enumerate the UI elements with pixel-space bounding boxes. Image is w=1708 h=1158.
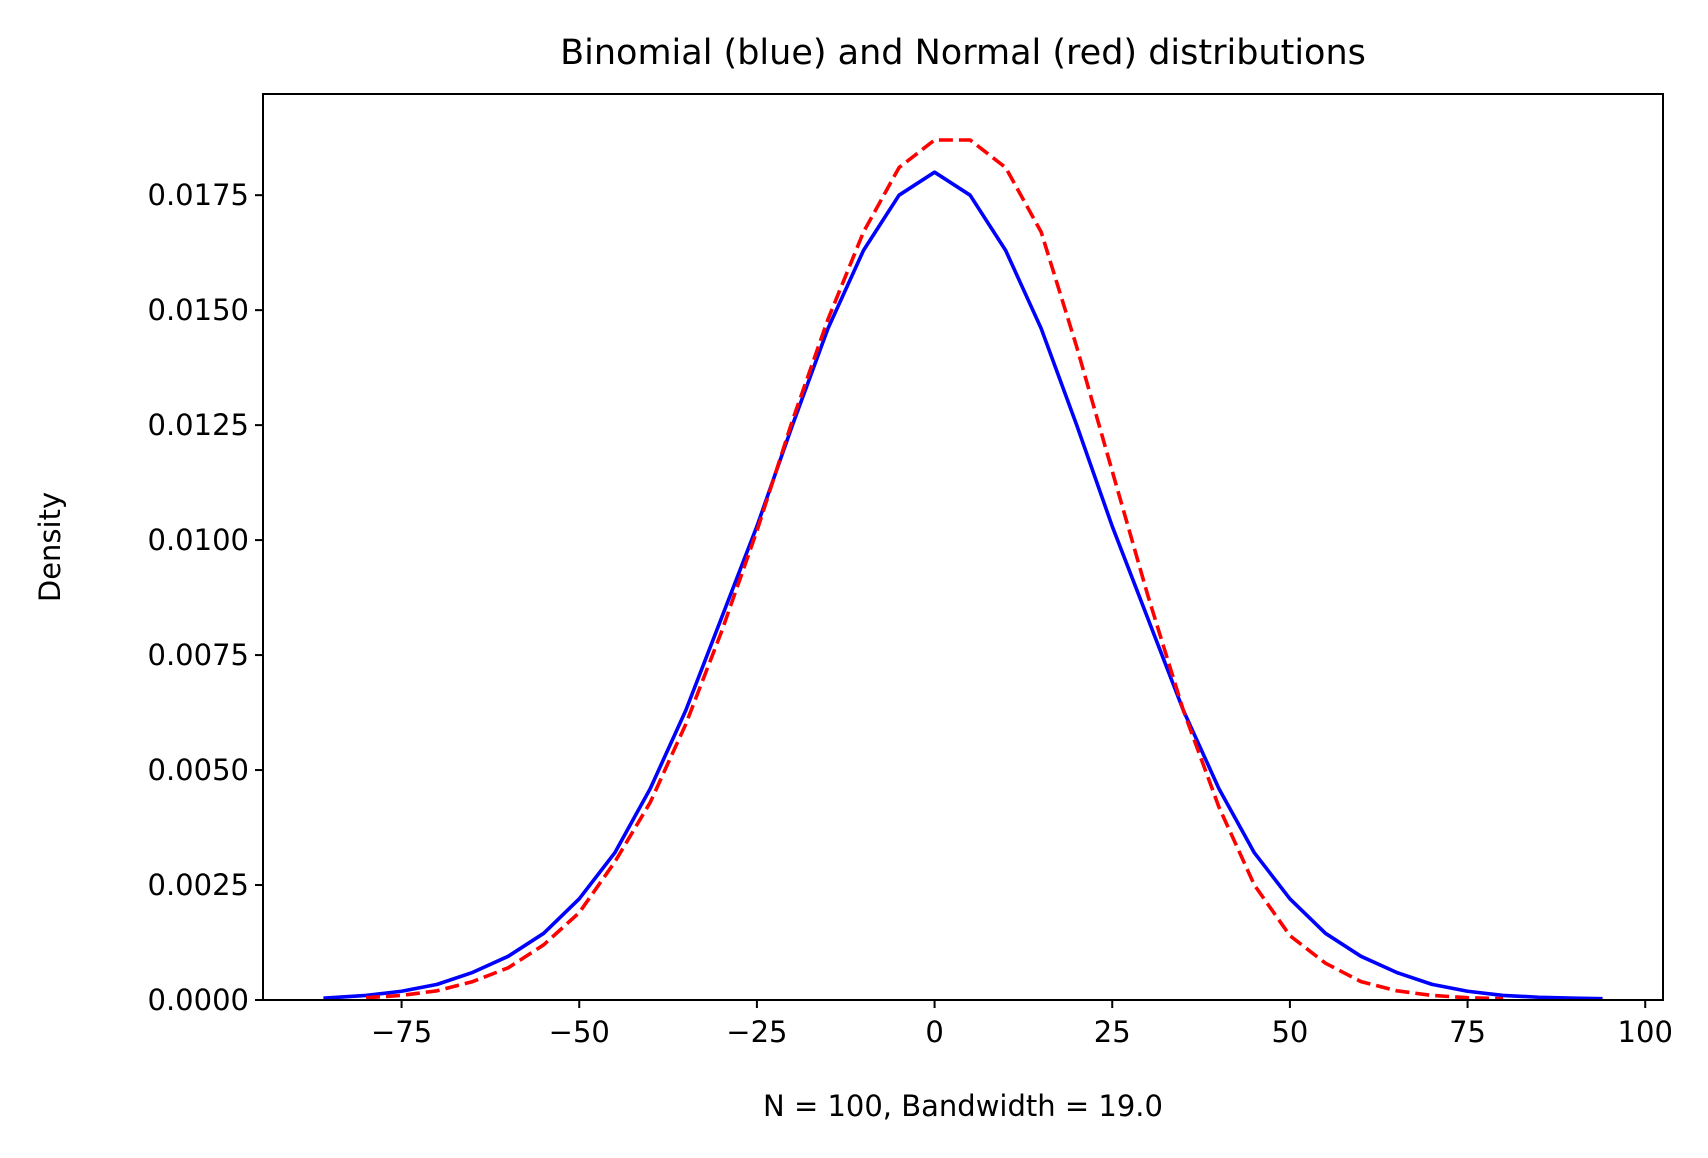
y-tick-label: 0.0150 — [148, 293, 249, 327]
x-axis-label: N = 100, Bandwidth = 19.0 — [763, 1089, 1163, 1123]
plot-area — [323, 138, 1603, 1001]
y-tick-label: 0.0050 — [148, 753, 249, 787]
x-tick-label: 100 — [1618, 1015, 1673, 1049]
x-tick-label: −75 — [371, 1015, 432, 1049]
y-tick-label: 0.0175 — [148, 178, 249, 212]
series-line-1 — [365, 138, 1504, 1001]
chart-title: Binomial (blue) and Normal (red) distrib… — [560, 33, 1366, 73]
y-tick-label: 0.0100 — [148, 523, 249, 557]
y-tick-label: 0.0025 — [148, 868, 249, 902]
x-axis: −75 −50 −25 0 25 50 75 100 — [371, 1000, 1673, 1049]
y-axis-label: Density — [33, 492, 67, 602]
x-tick-label: 25 — [1094, 1015, 1131, 1049]
x-tick-label: −50 — [549, 1015, 610, 1049]
x-tick-label: 75 — [1449, 1015, 1486, 1049]
x-tick-label: 0 — [925, 1015, 943, 1049]
series-line-0 — [323, 170, 1603, 1001]
y-tick-label: 0.0125 — [148, 408, 249, 442]
x-tick-label: 50 — [1271, 1015, 1308, 1049]
y-axis: 0.0000 0.0025 0.0050 0.0075 0.0100 0.0125 0.01… — [148, 178, 263, 1017]
y-tick-label: 0.0000 — [148, 983, 249, 1017]
x-tick-label: −25 — [726, 1015, 787, 1049]
y-tick-label: 0.0075 — [148, 638, 249, 672]
plot-frame — [262, 93, 1664, 1001]
